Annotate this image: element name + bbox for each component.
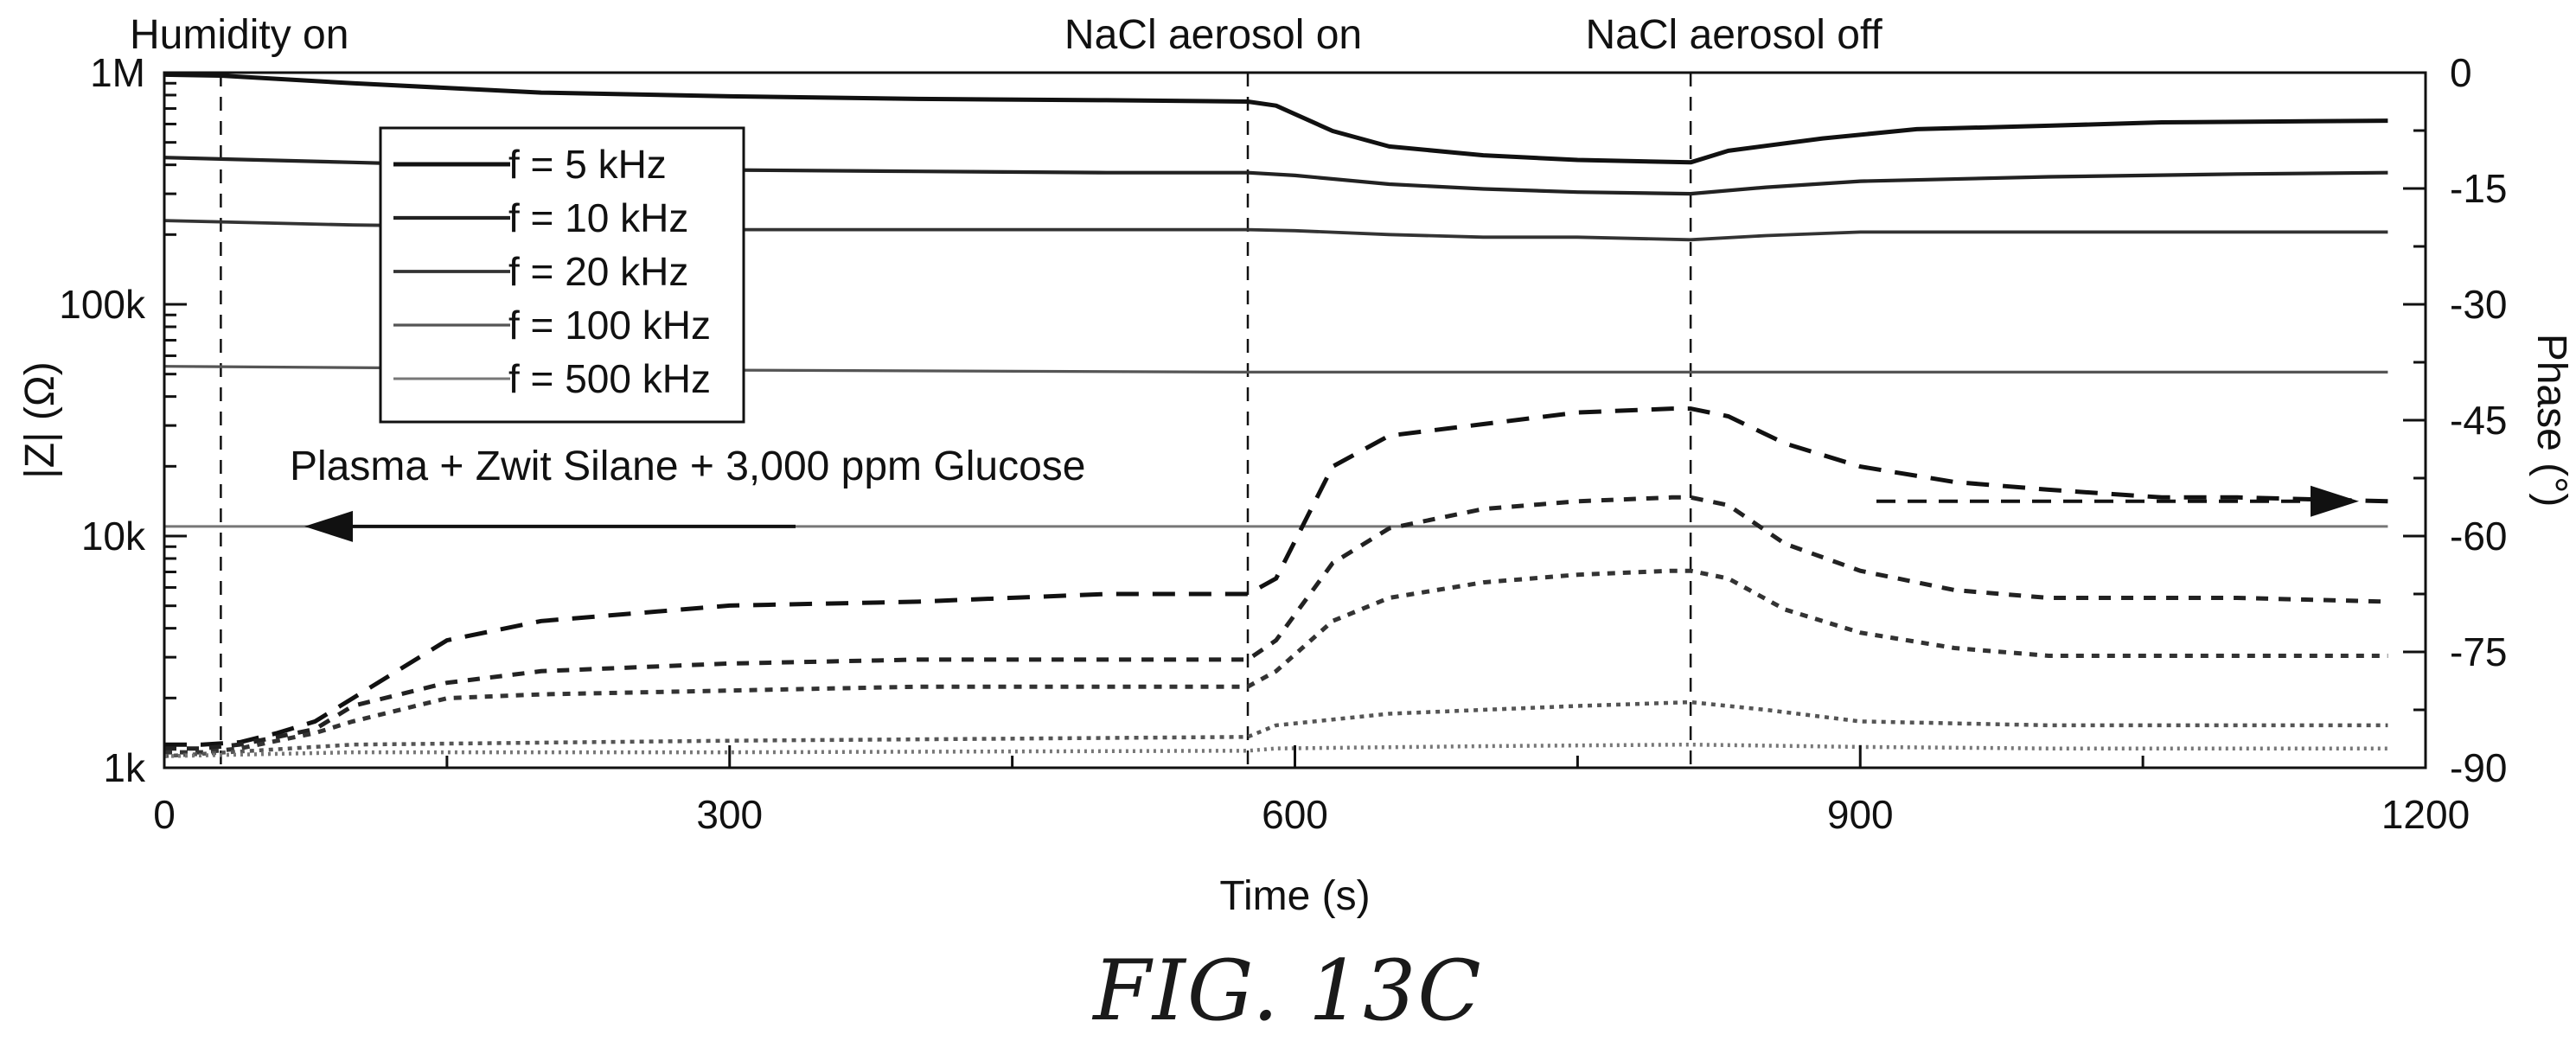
left-tick-label: 1M xyxy=(90,50,145,95)
phase-series-line xyxy=(163,699,2388,758)
left-tick-label: 10k xyxy=(81,514,146,559)
figure-caption: FIG. 13C xyxy=(1093,942,1483,1039)
annotation-label: NaCl aerosol on xyxy=(1064,12,1362,58)
legend-entry: f = 10 kHz xyxy=(508,195,688,240)
right-tick-label: -75 xyxy=(2450,629,2507,674)
arrow-head-right-icon xyxy=(2311,485,2359,517)
left-tick-label: 1k xyxy=(103,745,146,790)
legend-box xyxy=(379,126,745,424)
phase-series-line xyxy=(163,742,2388,758)
x-tick-label: 900 xyxy=(1827,792,1894,837)
right-tick-label: -15 xyxy=(2450,166,2507,211)
right-tick-label: -60 xyxy=(2450,514,2507,559)
right-tick-label: -90 xyxy=(2450,745,2507,790)
right-tick-label: 0 xyxy=(2450,50,2472,95)
annotation-label: Humidity on xyxy=(130,12,348,58)
right-axis-label: Phase (°) xyxy=(2528,334,2574,508)
left-tick-label: 100k xyxy=(59,282,146,327)
left-axis-label: |Z| (Ω) xyxy=(17,361,63,478)
x-axis-label: Time (s) xyxy=(1219,873,1370,919)
legend-entry: f = 500 kHz xyxy=(508,356,711,401)
right-tick-label: -30 xyxy=(2450,282,2507,327)
legend-entry: f = 5 kHz xyxy=(508,142,667,187)
arrow-label: Plasma + Zwit Silane + 3,000 ppm Glucose xyxy=(290,444,1085,489)
chart: 0 300 600 900 1200 1M 100k 10k 1k 0 -15 -30 -45 -60… xyxy=(17,12,2574,919)
phase-series-line xyxy=(164,495,2388,751)
phase-series-line xyxy=(164,568,2388,755)
arrow-head-left-icon xyxy=(304,510,353,542)
x-tick-label: 1200 xyxy=(2381,792,2470,837)
annotation-label: NaCl aerosol off xyxy=(1585,12,1882,58)
legend-entry: f = 20 kHz xyxy=(508,249,688,294)
right-tick-label: -45 xyxy=(2450,398,2507,443)
x-tick-label: 600 xyxy=(1262,792,1328,837)
impedance-series-line xyxy=(163,72,2388,165)
x-tick-label: 0 xyxy=(153,792,176,837)
x-tick-label: 300 xyxy=(696,792,763,837)
legend-entry: f = 100 kHz xyxy=(508,303,711,348)
